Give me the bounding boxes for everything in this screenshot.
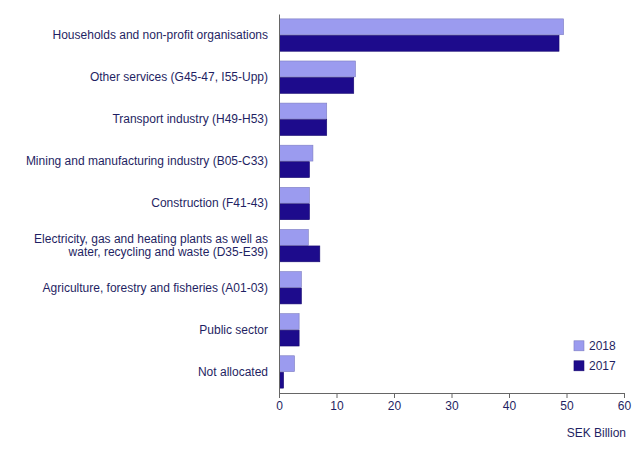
y-tick-label: Public sector [199,323,268,337]
x-tick: 20 [388,393,402,413]
bar [279,35,559,51]
bar [279,19,564,35]
x-tick: 60 [618,393,632,413]
label-line: Households and non-profit organisations [53,28,268,42]
y-tick-label: Not allocated [198,365,268,379]
bar [279,145,313,161]
y-tick-label: Agriculture, forestry and fisheries (A01… [43,281,268,295]
x-tick-label: 0 [276,399,283,413]
y-tick: Public sector [199,323,279,337]
x-tick-mark [567,393,568,398]
x-tick-label: 50 [560,399,574,413]
y-tick: Mining and manufacturing industry (B05-C… [26,154,279,168]
label-line: Electricity, gas and heating plants as w… [34,232,268,246]
y-tick: Households and non-profit organisations [53,28,279,42]
bar [279,356,295,372]
chart: 0 10 20 30 40 50 60 Households and non-profit o… [0,0,643,450]
x-axis-line [280,394,625,399]
bar [279,288,301,304]
x-tick-mark [394,393,395,398]
x-tick: 40 [503,393,517,413]
x-axis: 0 10 20 30 40 50 60 [276,393,631,413]
y-tick-label: Mining and manufacturing industry (B05-C… [26,154,268,168]
label-line: Other services (G45-47, I55-Upp) [90,70,268,84]
bar [279,246,320,262]
x-tick-mark [452,393,453,398]
label-line: water, recycling and waste (D35-E39) [68,245,268,259]
x-tick: 50 [560,393,574,413]
bar [279,120,327,136]
x-tick-mark [337,393,338,398]
bar [279,103,327,119]
x-tick-label: 10 [330,399,344,413]
bar [279,77,354,93]
label-line: Not allocated [198,365,268,379]
bar [279,330,299,346]
legend-swatch [574,341,584,351]
series [279,35,559,388]
label-line: Agriculture, forestry and fisheries (A01… [43,281,268,295]
series [279,19,564,372]
y-tick-label: Electricity, gas and heating plants as w… [34,232,268,260]
label-line: Construction (F41-43) [151,196,268,210]
y-tick: Other services (G45-47, I55-Upp) [90,70,279,84]
y-tick: Not allocated [198,365,279,379]
y-tick: Transport industry (H49-H53) [112,112,279,126]
bars [279,19,564,388]
x-tick-mark [509,393,510,398]
legend-label: 2017 [589,359,616,373]
x-tick: 30 [445,393,459,413]
x-axis-title: SEK Billion [567,426,626,440]
legend-item: 2017 [574,359,616,373]
legend-swatch [574,361,584,371]
plot: 0 10 20 30 40 50 60 Households and non-profit o… [26,15,632,413]
y-axis: Households and non-profit organisations O… [26,15,280,394]
x-tick-label: 20 [388,399,402,413]
x-tick-label: 30 [445,399,459,413]
y-tick: Agriculture, forestry and fisheries (A01… [43,281,279,295]
x-tick-mark [624,393,625,398]
bar [279,204,309,220]
x-tick-label: 60 [618,399,632,413]
x-tick: 10 [330,393,344,413]
bar [279,272,301,288]
legend-item: 2018 [574,339,616,353]
label-line: Transport industry (H49-H53) [112,112,268,126]
bar [279,314,299,330]
y-tick-label: Construction (F41-43) [151,196,268,210]
y-tick: Construction (F41-43) [151,196,279,210]
label-line: Public sector [199,323,268,337]
legend: 2018 2017 [574,339,616,373]
y-axis-line [279,15,280,394]
y-tick-label: Households and non-profit organisations [53,28,268,42]
y-tick-label: Other services (G45-47, I55-Upp) [90,70,268,84]
bar [279,61,355,77]
y-tick: Electricity, gas and heating plants as w… [34,232,279,260]
label-line: Mining and manufacturing industry (B05-C… [26,154,268,168]
legend-label: 2018 [589,339,616,353]
x-tick: 0 [276,393,283,413]
x-tick-mark [279,393,280,398]
bar [279,187,309,203]
y-tick-label: Transport industry (H49-H53) [112,112,268,126]
x-tick-label: 40 [503,399,517,413]
bar [279,229,308,245]
bar [279,162,309,178]
